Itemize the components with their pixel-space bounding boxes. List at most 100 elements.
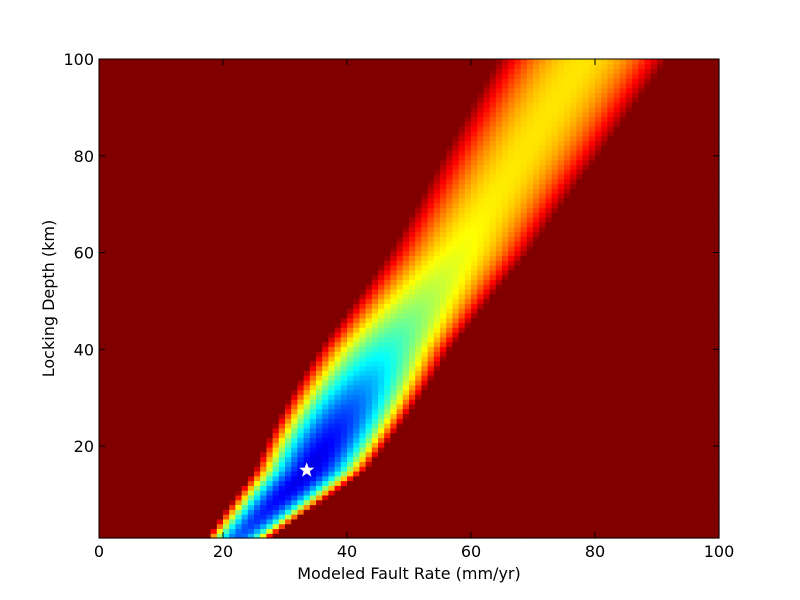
heatmap-cell: [285, 394, 292, 400]
heatmap-cell: [347, 523, 354, 530]
heatmap-cell: [502, 403, 509, 410]
heatmap-cell: [340, 437, 348, 443]
heatmap-cell: [285, 437, 292, 443]
heatmap-cell: [539, 389, 546, 395]
heatmap-cell: [409, 480, 416, 486]
heatmap-cell: [681, 485, 689, 491]
heatmap-cell: [657, 451, 664, 458]
heatmap-cell: [173, 466, 181, 472]
heatmap-cell: [706, 485, 714, 491]
heatmap-cell: [415, 389, 422, 395]
heatmap-cell: [564, 351, 571, 357]
heatmap-cell: [545, 360, 553, 367]
heatmap-cell: [105, 466, 112, 472]
heatmap-cell: [185, 332, 193, 338]
heatmap-cell: [464, 437, 472, 443]
heatmap-cell: [502, 480, 509, 486]
heatmap-cell: [297, 514, 305, 520]
heatmap-cell: [688, 446, 695, 453]
heatmap-cell: [241, 360, 249, 367]
heatmap-cell: [204, 466, 212, 472]
heatmap-cell: [657, 399, 664, 405]
heatmap-cell: [539, 518, 546, 525]
heatmap-cell: [223, 379, 230, 386]
heatmap-cell: [471, 427, 478, 434]
heatmap-cell: [638, 351, 646, 357]
heatmap-cell: [595, 432, 602, 439]
heatmap-cell: [278, 423, 286, 429]
heatmap-cell: [254, 475, 261, 482]
heatmap-cell: [266, 528, 274, 534]
heatmap-cell: [483, 461, 491, 467]
heatmap-cell: [644, 375, 652, 381]
heatmap-cell: [247, 514, 255, 520]
heatmap-cell: [371, 514, 379, 520]
heatmap-cell: [712, 423, 720, 429]
heatmap-cell: [167, 432, 174, 439]
heatmap-cell: [619, 394, 627, 400]
heatmap-cell: [440, 533, 447, 539]
heatmap-cell: [235, 427, 243, 434]
heatmap-cell: [433, 327, 441, 333]
heatmap-cell: [427, 470, 435, 477]
heatmap-cell: [378, 360, 385, 367]
heatmap-cell: [595, 446, 602, 453]
heatmap-cell: [216, 523, 224, 530]
heatmap-cell: [644, 303, 652, 309]
heatmap-cell: [173, 446, 181, 453]
heatmap-cell: [322, 317, 329, 324]
heatmap-cell: [557, 322, 565, 328]
heatmap-cell: [477, 423, 484, 429]
heatmap-cell: [316, 485, 323, 491]
heatmap-cell: [198, 365, 205, 371]
heatmap-cell: [421, 509, 429, 515]
heatmap-cell: [657, 523, 664, 530]
heatmap-cell: [539, 336, 546, 343]
heatmap-cell: [564, 303, 571, 309]
heatmap-cell: [192, 394, 199, 400]
heatmap-cell: [446, 518, 453, 525]
heatmap-cell: [595, 485, 602, 491]
heatmap-cell: [378, 379, 385, 386]
heatmap-cell: [278, 499, 286, 506]
heatmap-cell: [595, 370, 602, 376]
heatmap-cell: [247, 456, 255, 462]
heatmap-cell: [557, 375, 565, 381]
heatmap-cell: [216, 355, 224, 362]
heatmap-cell: [564, 504, 571, 510]
heatmap-cell: [347, 533, 354, 539]
heatmap-cell: [241, 533, 249, 539]
heatmap-cell: [266, 322, 274, 328]
heatmap-cell: [173, 403, 181, 410]
heatmap-cell: [471, 389, 478, 395]
heatmap-cell: [582, 355, 590, 362]
heatmap-cell: [123, 528, 131, 534]
heatmap-cell: [607, 451, 615, 458]
heatmap-cell: [216, 312, 224, 319]
heatmap-cell: [520, 332, 528, 338]
heatmap-cell: [272, 408, 280, 415]
heatmap-cell: [235, 365, 243, 371]
heatmap-cell: [557, 399, 565, 405]
heatmap-cell: [421, 332, 429, 338]
heatmap-cell: [260, 312, 267, 319]
heatmap-cell: [477, 327, 484, 333]
heatmap-cell: [588, 494, 596, 501]
heatmap-cell: [526, 332, 534, 338]
heatmap-cell: [632, 389, 639, 395]
heatmap-cell: [111, 298, 119, 304]
heatmap-cell: [229, 413, 236, 419]
heatmap-cell: [272, 360, 280, 367]
heatmap-cell: [285, 514, 292, 520]
heatmap-cell: [278, 427, 286, 434]
heatmap-cell: [409, 514, 416, 520]
heatmap-cell: [142, 375, 150, 381]
heatmap-cell: [712, 327, 720, 333]
heatmap-cell: [179, 442, 187, 448]
heatmap-cell: [402, 494, 410, 501]
heatmap-cell: [291, 370, 298, 376]
heatmap-cell: [285, 408, 292, 415]
heatmap-cell: [415, 509, 422, 515]
heatmap-cell: [223, 485, 230, 491]
heatmap-cell: [570, 298, 577, 304]
